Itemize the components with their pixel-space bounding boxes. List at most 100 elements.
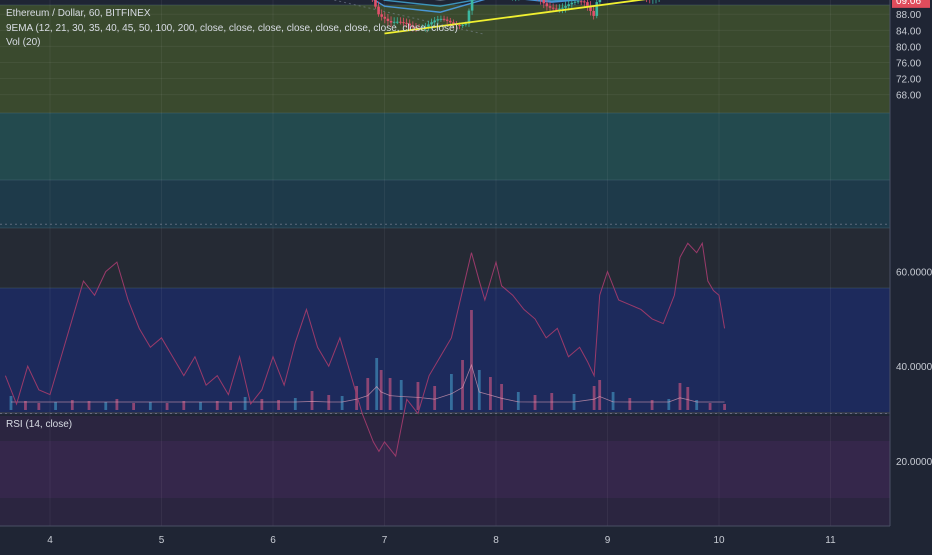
volume-bar [244, 397, 247, 410]
candle-body [561, 8, 564, 9]
candle-body [446, 20, 449, 21]
candle-body [387, 19, 390, 21]
x-tick-label: 6 [270, 535, 276, 546]
candle-body [546, 3, 549, 6]
candle-body [599, 0, 602, 2]
candle-countdown: 09:06 [896, 0, 921, 7]
volume-bar [37, 403, 40, 410]
volume-bar [651, 400, 654, 410]
y-tick-label: 72.00 [896, 75, 921, 86]
volume-bar [417, 382, 420, 410]
candle-body [592, 11, 595, 16]
band-olive [0, 5, 890, 113]
volume-bar [10, 396, 13, 410]
x-tick-label: 7 [382, 535, 388, 546]
volume-bar [686, 387, 689, 410]
band-blue [0, 180, 890, 228]
candle-body [436, 19, 439, 20]
x-tick-label: 9 [605, 535, 611, 546]
volume-bar [489, 377, 492, 410]
y-tick-label: 80.00 [896, 42, 921, 53]
candle-body [577, 1, 580, 2]
background-bands [0, 5, 890, 526]
volume-bar [380, 370, 383, 410]
y-tick-label: 88.00 [896, 10, 921, 21]
candle-body [580, 1, 583, 2]
band-teal [0, 113, 890, 180]
volume-bar [500, 384, 503, 410]
y-tick-label: 84.00 [896, 26, 921, 37]
volume-bar [311, 391, 314, 410]
candle-body [555, 9, 558, 10]
volume-bar [593, 386, 596, 410]
volume-bar [450, 374, 453, 410]
volume-bar [667, 399, 670, 410]
volume-bar [294, 398, 297, 410]
candle-body [380, 14, 383, 16]
candle-body [465, 24, 468, 25]
volume-bar [400, 380, 403, 410]
x-tick-label: 10 [713, 535, 725, 546]
candle-body [384, 17, 387, 19]
candle-body [549, 6, 552, 7]
volume-bar [54, 402, 57, 410]
volume-bar [341, 396, 344, 410]
volume-bar [116, 399, 119, 410]
volume-bar [375, 358, 378, 410]
candle-body [567, 4, 570, 6]
candle-body [443, 19, 446, 20]
volume-bar [327, 395, 330, 410]
volume-bar [199, 402, 202, 410]
volume-bar [709, 403, 712, 410]
y-tick-label: 76.00 [896, 58, 921, 69]
volume-bar [132, 403, 135, 410]
symbol-title: Ethereum / Dollar, 60, BITFINEX [6, 8, 151, 19]
volume-bar [433, 386, 436, 410]
rsi-band [0, 441, 890, 498]
x-tick-label: 11 [825, 535, 836, 546]
x-tick-label: 4 [47, 535, 53, 546]
y-tick-label: 68.00 [896, 91, 921, 102]
volume-bar [612, 392, 615, 410]
volume-bar [470, 310, 473, 410]
candle-body [374, 0, 377, 7]
rsi-tick-label: 60.0000 [896, 268, 932, 279]
volume-bar [149, 402, 152, 410]
volume-bar [104, 402, 107, 410]
volume-legend: Vol (20) [6, 37, 40, 48]
volume-bar [366, 378, 369, 410]
x-tick-label: 5 [159, 535, 165, 546]
candle-body [542, 0, 545, 3]
candle-body [583, 1, 586, 2]
band-gray [0, 228, 890, 288]
volume-bar [679, 383, 682, 410]
candle-body [571, 3, 574, 5]
volume-bar [260, 399, 263, 410]
candle-body [458, 25, 461, 26]
volume-bar [534, 395, 537, 410]
candle-body [574, 2, 577, 3]
volume-bar [71, 400, 74, 410]
candle-body [564, 6, 567, 8]
volume-bar [166, 403, 169, 410]
volume-bar [277, 400, 280, 410]
volume-bar [389, 378, 392, 410]
rsi-tick-label: 20.0000 [896, 457, 932, 468]
candle-body [595, 2, 598, 16]
candle-body [586, 2, 589, 6]
candle-body [377, 7, 380, 15]
volume-bar [628, 398, 631, 410]
candle-body [461, 25, 464, 26]
candle-body [440, 19, 443, 20]
candle-body [558, 9, 561, 10]
candle-body [552, 8, 555, 9]
volume-bar [517, 392, 520, 410]
rsi-legend: RSI (14, close) [6, 419, 72, 430]
band-navy [0, 288, 890, 412]
volume-bar [598, 380, 601, 410]
x-tick-label: 8 [493, 535, 499, 546]
candle-body [471, 0, 474, 11]
volume-bar [723, 404, 726, 410]
